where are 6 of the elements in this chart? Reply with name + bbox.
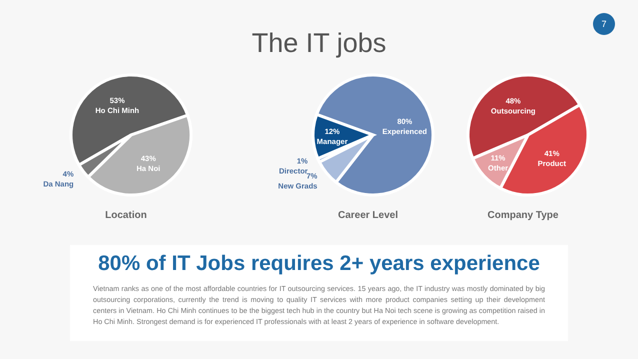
text: 80% of IT Jobs requires 2+ years experience	[97, 252, 541, 276]
text: Career Level	[336, 210, 400, 221]
text: Location	[104, 210, 148, 221]
text: Company Type	[486, 210, 560, 221]
text: 7	[593, 13, 615, 35]
text: The IT jobs	[250, 28, 388, 59]
